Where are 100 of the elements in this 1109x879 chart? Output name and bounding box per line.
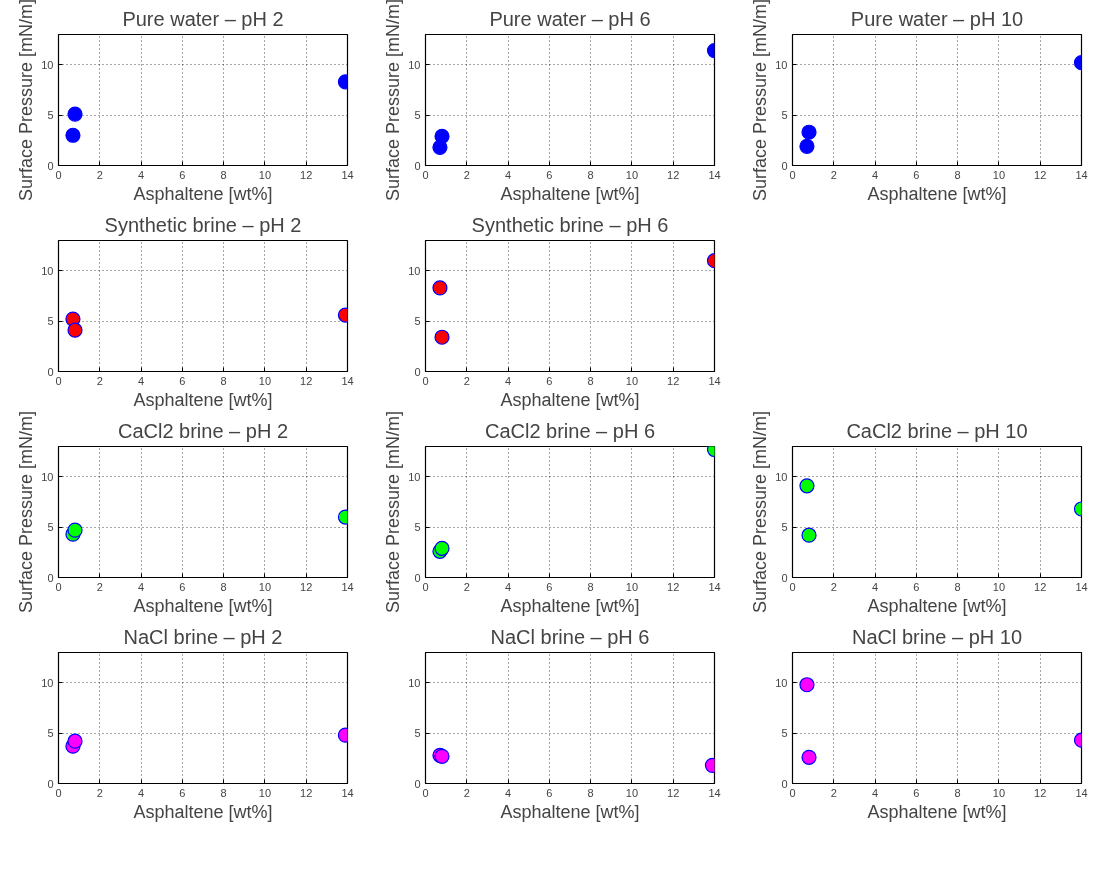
y-tick-label: 5 — [47, 109, 54, 122]
x-axis-title: Asphaltene [wt%] — [133, 183, 273, 204]
y-axis-title: Surface Pressure [mN/m] — [16, 0, 37, 202]
y-tick-label: 0 — [781, 777, 788, 790]
x-tick-label: 6 — [913, 168, 920, 181]
x-tick-label: 2 — [463, 786, 470, 799]
x-tick-label: 10 — [992, 786, 1006, 799]
x-tick-label: 0 — [422, 580, 429, 593]
x-axis-title: Asphaltene [wt%] — [500, 183, 640, 204]
x-tick-label: 10 — [625, 374, 639, 387]
x-tick-label: 12 — [667, 168, 680, 181]
y-tick-label: 5 — [781, 109, 788, 122]
y-tick-label: 10 — [408, 58, 421, 71]
x-tick-label: 10 — [625, 580, 639, 593]
x-tick-label: 2 — [96, 786, 103, 799]
x-tick-label: 6 — [546, 580, 553, 593]
x-tick-label: 2 — [830, 580, 837, 593]
y-tick-label: 0 — [47, 365, 54, 378]
chart-title: Pure water – pH 2 — [122, 7, 284, 30]
x-axis-title: Asphaltene [wt%] — [500, 389, 640, 410]
x-tick-label: 4 — [138, 786, 145, 799]
y-tick-label: 10 — [41, 470, 54, 483]
x-tick-label: 2 — [96, 580, 103, 593]
y-tick-label: 10 — [41, 676, 54, 689]
y-tick-label: 10 — [408, 264, 421, 277]
y-tick-label: 5 — [414, 315, 421, 328]
x-axis-title: Asphaltene [wt%] — [867, 183, 1007, 204]
x-tick-label: 10 — [258, 786, 272, 799]
x-tick-label: 12 — [1034, 580, 1047, 593]
x-tick-label: 12 — [300, 374, 313, 387]
x-axis-title: Asphaltene [wt%] — [500, 801, 640, 822]
x-tick-label: 8 — [220, 580, 227, 593]
chart-title: CaCl2 brine – pH 6 — [484, 419, 656, 442]
x-axis-title: Asphaltene [wt%] — [500, 595, 640, 616]
x-tick-label: 0 — [422, 786, 429, 799]
y-axis-title: Surface Pressure [mN/m] — [383, 0, 404, 202]
x-tick-label: 14 — [1075, 786, 1088, 799]
x-tick-label: 10 — [992, 580, 1006, 593]
y-tick-label: 0 — [47, 571, 54, 584]
x-tick-label: 2 — [463, 580, 470, 593]
x-tick-label: 6 — [913, 786, 920, 799]
y-tick-label: 10 — [775, 58, 788, 71]
x-tick-label: 4 — [872, 786, 879, 799]
x-tick-label: 14 — [708, 580, 721, 593]
y-tick-label: 0 — [47, 159, 54, 172]
y-tick-label: 0 — [414, 365, 421, 378]
x-tick-label: 12 — [1034, 786, 1047, 799]
x-axis-title: Asphaltene [wt%] — [133, 389, 273, 410]
x-tick-label: 10 — [625, 168, 639, 181]
y-tick-label: 5 — [47, 315, 54, 328]
x-tick-label: 2 — [96, 374, 103, 387]
x-tick-label: 14 — [708, 168, 721, 181]
x-tick-label: 12 — [300, 580, 313, 593]
y-tick-label: 5 — [414, 727, 421, 740]
x-tick-label: 14 — [341, 786, 354, 799]
y-tick-label: 0 — [781, 571, 788, 584]
x-tick-label: 10 — [625, 786, 639, 799]
y-tick-label: 5 — [414, 521, 421, 534]
x-tick-label: 14 — [341, 374, 354, 387]
x-tick-label: 8 — [954, 580, 961, 593]
x-tick-label: 0 — [789, 168, 796, 181]
x-tick-label: 12 — [667, 374, 680, 387]
x-tick-label: 2 — [830, 786, 837, 799]
x-tick-label: 14 — [341, 580, 354, 593]
x-tick-label: 2 — [96, 168, 103, 181]
y-tick-label: 10 — [41, 264, 54, 277]
y-tick-label: 5 — [781, 727, 788, 740]
y-tick-label: 0 — [781, 159, 788, 172]
chart-title: CaCl2 brine – pH 2 — [117, 419, 289, 442]
x-tick-label: 14 — [341, 168, 354, 181]
chart-title: CaCl2 brine – pH 10 — [846, 419, 1028, 442]
x-tick-label: 10 — [258, 168, 272, 181]
x-tick-label: 4 — [138, 374, 145, 387]
x-axis-title: Asphaltene [wt%] — [133, 801, 273, 822]
x-tick-label: 14 — [708, 374, 721, 387]
x-tick-label: 0 — [55, 580, 62, 593]
x-tick-label: 10 — [258, 374, 272, 387]
y-axis-title: Surface Pressure [mN/m] — [16, 410, 37, 614]
chart-title: NaCl brine – pH 10 — [851, 625, 1023, 648]
x-tick-label: 8 — [587, 168, 594, 181]
y-tick-label: 0 — [414, 571, 421, 584]
chart-title: NaCl brine – pH 2 — [123, 625, 283, 648]
chart-title: NaCl brine – pH 6 — [490, 625, 650, 648]
x-tick-label: 14 — [1075, 580, 1088, 593]
x-tick-label: 4 — [505, 374, 512, 387]
y-tick-label: 0 — [47, 777, 54, 790]
x-tick-label: 8 — [220, 168, 227, 181]
y-tick-label: 10 — [408, 676, 421, 689]
chart-title: Pure water – pH 10 — [850, 7, 1024, 30]
x-tick-label: 12 — [667, 786, 680, 799]
x-tick-label: 2 — [463, 168, 470, 181]
x-tick-label: 0 — [422, 168, 429, 181]
x-tick-label: 6 — [546, 374, 553, 387]
chart-title: Synthetic brine – pH 6 — [471, 213, 669, 236]
x-tick-label: 2 — [463, 374, 470, 387]
x-tick-label: 8 — [954, 786, 961, 799]
y-tick-label: 5 — [781, 521, 788, 534]
y-tick-label: 10 — [41, 58, 54, 71]
x-tick-label: 8 — [220, 786, 227, 799]
y-axis-title: Surface Pressure [mN/m] — [750, 410, 771, 614]
